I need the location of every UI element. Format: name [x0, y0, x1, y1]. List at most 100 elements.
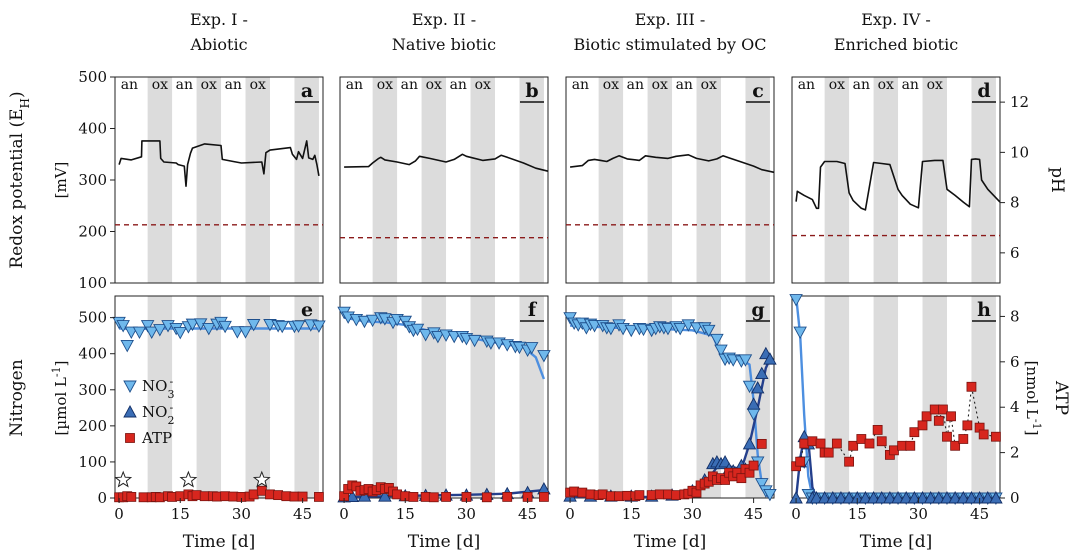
phase-band [971, 296, 996, 498]
atp-marker [856, 434, 867, 444]
atp-marker [905, 440, 916, 451]
atp-marker [864, 438, 875, 449]
x-tick-label: 0 [565, 505, 575, 523]
y-tick-label: 100 [78, 453, 107, 471]
no2-marker [948, 491, 962, 504]
no2-marker [763, 352, 777, 365]
no3-marker [587, 320, 602, 333]
no2-marker [899, 491, 913, 504]
phase-label-ox: ox [426, 77, 442, 93]
atp-marker [248, 489, 259, 500]
no3-marker [701, 324, 716, 338]
atp-marker [212, 491, 222, 502]
phase-label-ox: ox [878, 77, 894, 93]
no3-marker [124, 326, 139, 340]
y-axis-label-text: Redox potential (E [7, 108, 27, 268]
y-tick-label: 400 [78, 345, 107, 363]
panel-title-line1: Exp. II - [412, 10, 476, 29]
y2-axis-label-atp: ATP [1051, 380, 1071, 415]
no2-marker [891, 491, 905, 504]
x-tick-label: 15 [848, 505, 867, 523]
star-marker [252, 470, 271, 488]
atp-marker [314, 492, 324, 502]
no2-marker [956, 491, 971, 504]
phase-label-an: an [627, 77, 644, 93]
y-unit-close: ] [52, 361, 70, 367]
atp-marker [138, 492, 149, 503]
legend-label-subscript: 2 [167, 414, 174, 427]
phase-label-an: an [346, 77, 363, 93]
atp-marker [273, 490, 284, 501]
y2-unit-label-nmol: [nmol L-1] [1023, 361, 1044, 436]
no3-marker [738, 354, 753, 367]
panel-e: e [112, 295, 326, 503]
phase-label-an: an [798, 77, 815, 93]
x-tick-label: 15 [622, 505, 641, 523]
y-tick-label: 0 [97, 489, 107, 507]
no3-marker [673, 323, 687, 336]
no3-marker [153, 324, 167, 337]
atp-marker [199, 491, 210, 502]
redox-line [118, 140, 320, 187]
no3-marker [140, 320, 155, 333]
legend-label-superscript: - [169, 375, 173, 388]
phase-band [647, 77, 673, 283]
y-unit-label-umol: [µmol L-1] [50, 361, 71, 436]
panel-c: can ox an ox an ox [565, 76, 775, 284]
no2-marker [915, 491, 930, 504]
panel-title-line2: Abiotic [189, 35, 247, 54]
phase-band [245, 77, 270, 283]
atp-marker [281, 491, 292, 502]
y-tick-label: 300 [78, 381, 107, 399]
phase-band [294, 77, 319, 283]
phase-label-an: an [176, 77, 193, 93]
atp-marker [428, 492, 439, 503]
no2-marker [345, 489, 359, 503]
legend-label: ATP [141, 429, 172, 447]
x-tick-label: 0 [791, 505, 801, 523]
x-tick-label: 0 [114, 505, 124, 523]
panel-letter: h [977, 299, 991, 321]
x-tick-label: 45 [518, 505, 537, 523]
no3-marker [312, 320, 326, 333]
phase-band [421, 296, 447, 498]
y-axis-label-nitrogen: Nitrogen [7, 359, 27, 436]
panel-letter: a [301, 80, 313, 102]
y-tick-label: 200 [78, 417, 107, 435]
no2-marker [866, 491, 881, 504]
legend-label-text: NO [142, 377, 167, 395]
plot-frame [339, 76, 549, 284]
no3-marker [230, 326, 245, 339]
phase-label-ox: ox [652, 77, 668, 93]
no3-marker [793, 326, 807, 340]
atp-marker [889, 445, 899, 456]
atp-marker [748, 460, 759, 471]
panel-letter: c [752, 80, 764, 102]
legend-label-text: ATP [141, 429, 172, 447]
atp-marker [799, 438, 810, 449]
atp-marker [539, 492, 549, 502]
no3-marker [484, 337, 498, 350]
atp-marker [978, 429, 989, 440]
no3-marker [275, 320, 289, 334]
x-tick-label: 0 [339, 505, 349, 523]
no2-marker [907, 491, 922, 504]
no2-marker [755, 366, 769, 380]
atp-marker [958, 434, 969, 444]
no3-marker [604, 323, 618, 336]
phase-band [470, 296, 495, 498]
x-axis-label: Time [d] [183, 532, 256, 552]
star-marker [179, 470, 198, 488]
y2-unit-text: [nmol L [1023, 361, 1041, 419]
no3-marker [789, 294, 803, 307]
phase-band [745, 77, 770, 283]
atp-marker [502, 492, 513, 502]
no2-marker [357, 489, 372, 502]
no2-marker [964, 491, 979, 504]
panel-b: ban ox an ox an ox [339, 76, 549, 284]
x-tick-label: 15 [171, 505, 190, 523]
y2-axis-label-ph: pH [1047, 167, 1067, 193]
x-tick-label: 45 [744, 505, 763, 523]
no3-marker [246, 319, 261, 332]
phase-label-ox: ox [250, 77, 266, 93]
